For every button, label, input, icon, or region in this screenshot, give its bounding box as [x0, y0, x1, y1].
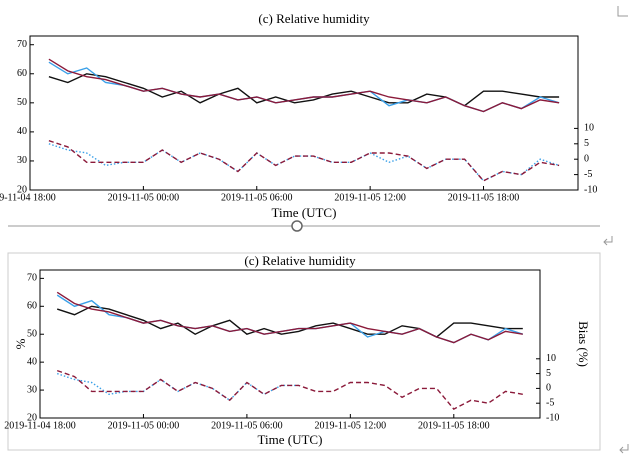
series-line	[48, 140, 560, 182]
series-line	[48, 58, 560, 113]
y-tick-label: 70	[27, 273, 37, 284]
series-line	[56, 369, 523, 410]
plot-frame	[29, 35, 579, 191]
x-tick-label: 2019-11-05 12:00	[315, 420, 387, 431]
y2-tick-label: 0	[584, 153, 589, 164]
plot-frame	[39, 269, 541, 419]
y2-tick-label: -10	[546, 412, 559, 423]
y2-tick-label: -5	[584, 169, 592, 180]
y-tick-label: 50	[17, 97, 27, 108]
series-line	[56, 372, 299, 402]
chart: (c) Relative humidity Time (UTC)% Bias (%)…	[4, 253, 591, 447]
series-line	[56, 291, 523, 344]
resize-handle[interactable]	[291, 220, 303, 232]
y2-tick-label: -5	[546, 397, 554, 408]
series-line	[56, 294, 524, 344]
y2-tick-label: 10	[584, 123, 594, 134]
y-tick-label: 60	[17, 68, 27, 79]
y2-tick-label: 0	[546, 383, 551, 394]
y-tick-label: 50	[27, 329, 37, 340]
page-corner	[617, 6, 628, 17]
y2-axis-label: Bias (%)	[576, 321, 591, 367]
y-tick-label: 20	[17, 184, 27, 195]
chart-title: (c) Relative humidity	[244, 253, 356, 268]
y-tick-label: 30	[17, 155, 27, 166]
y-tick-label: 30	[27, 384, 37, 395]
image-frame	[7, 252, 601, 451]
y-tick-label: 40	[27, 356, 37, 367]
x-tick-label: 2019-11-05 12:00	[334, 192, 406, 203]
paragraph-mark	[603, 236, 613, 246]
series-line	[48, 61, 560, 113]
x-axis-label: Time (UTC)	[272, 205, 337, 220]
y-tick-label: 20	[27, 412, 37, 423]
y2-tick-label: 5	[584, 138, 589, 149]
x-tick-label: 2019-11-05 18:00	[418, 420, 490, 431]
series-line	[56, 305, 523, 338]
y-tick-label: 60	[27, 301, 37, 312]
y2-tick-label: 10	[546, 353, 556, 364]
x-tick-label: 2019-11-05 06:00	[211, 420, 283, 431]
y2-tick-label: -10	[584, 184, 597, 195]
x-tick-label: 2019-11-04 18:00	[4, 420, 76, 431]
y2-tick-label: 5	[546, 368, 551, 379]
x-tick-label: 2019-11-05 18:00	[448, 192, 520, 203]
paragraph-mark	[619, 444, 629, 454]
x-tick-label: 2019-11-05 06:00	[221, 192, 293, 203]
y-axis-label: %	[13, 338, 28, 349]
x-axis-label: Time (UTC)	[258, 432, 323, 447]
y-tick-label: 40	[17, 126, 27, 137]
series-line	[48, 73, 560, 107]
x-tick-label: 2019-11-04 18:00	[0, 192, 56, 203]
x-tick-label: 2019-11-05 00:00	[108, 192, 180, 203]
y-tick-label: 70	[17, 39, 27, 50]
x-tick-label: 2019-11-05 00:00	[108, 420, 180, 431]
chart-title: (c) Relative humidity	[258, 11, 370, 26]
